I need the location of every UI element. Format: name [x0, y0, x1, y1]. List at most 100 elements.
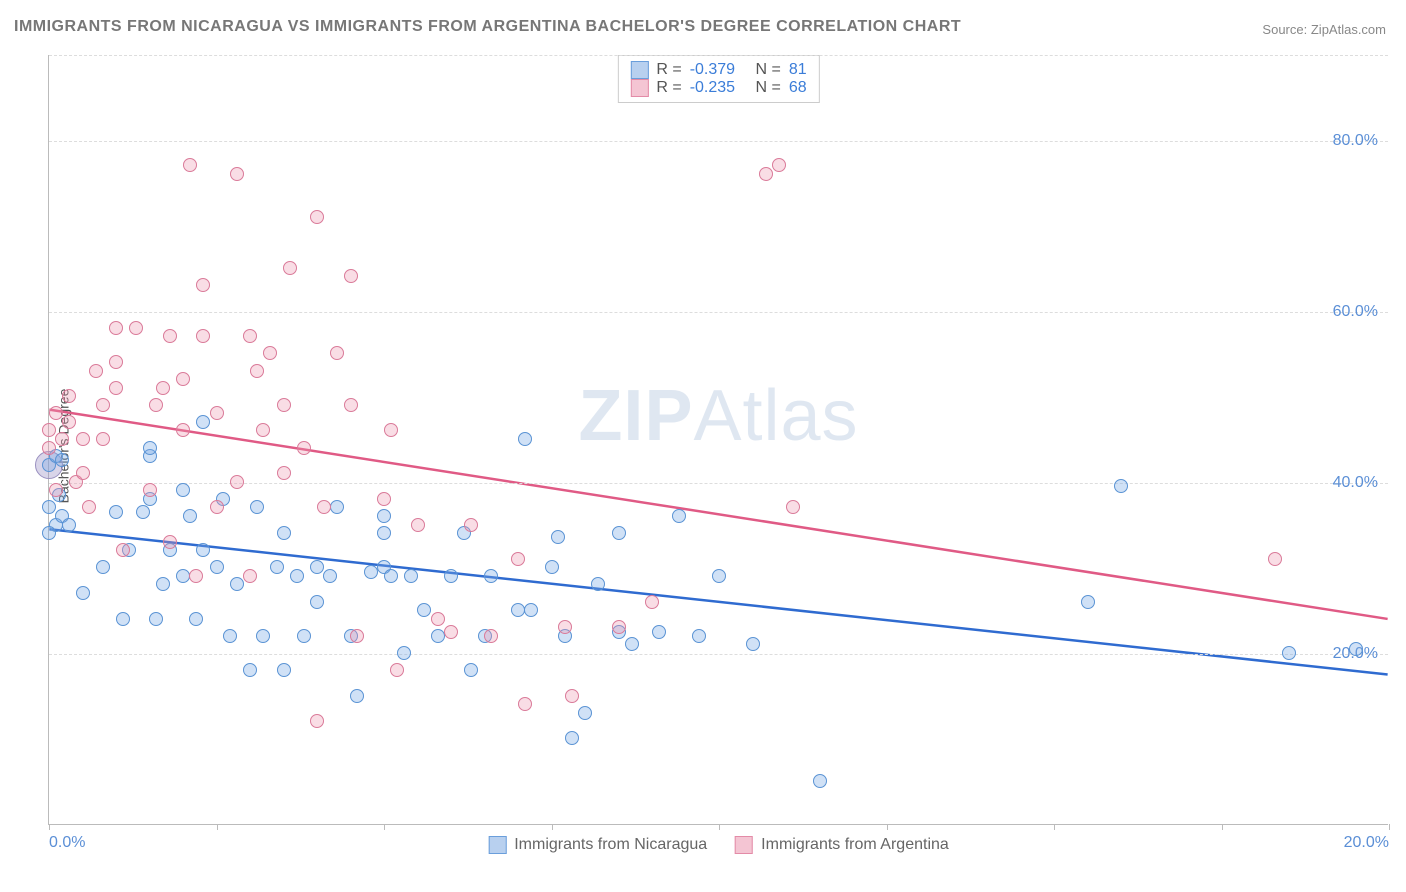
gridline — [49, 483, 1388, 484]
scatter-point-nicaragua — [223, 629, 237, 643]
scatter-point-argentina — [411, 518, 425, 532]
scatter-point-nicaragua — [746, 637, 760, 651]
scatter-point-argentina — [230, 167, 244, 181]
scatter-point-argentina — [344, 269, 358, 283]
scatter-point-nicaragua — [196, 543, 210, 557]
scatter-point-nicaragua — [1114, 479, 1128, 493]
scatter-point-argentina — [109, 355, 123, 369]
legend-item-nicaragua: Immigrants from Nicaragua — [488, 836, 707, 854]
scatter-point-nicaragua — [156, 577, 170, 591]
scatter-point-nicaragua — [404, 569, 418, 583]
scatter-point-argentina — [390, 663, 404, 677]
scatter-point-nicaragua — [364, 565, 378, 579]
scatter-point-nicaragua — [1349, 642, 1363, 656]
scatter-point-nicaragua — [612, 526, 626, 540]
scatter-point-argentina — [310, 210, 324, 224]
stats-legend-box: R = -0.379 N = 81 R = -0.235 N = 68 — [617, 55, 819, 103]
scatter-point-nicaragua — [377, 509, 391, 523]
scatter-point-argentina — [196, 329, 210, 343]
x-tick — [719, 824, 720, 830]
scatter-point-argentina — [1268, 552, 1282, 566]
scatter-point-argentina — [464, 518, 478, 532]
scatter-point-nicaragua — [290, 569, 304, 583]
scatter-point-nicaragua — [417, 603, 431, 617]
scatter-point-argentina — [310, 714, 324, 728]
scatter-point-nicaragua — [62, 518, 76, 532]
scatter-point-argentina — [89, 364, 103, 378]
scatter-point-nicaragua — [350, 689, 364, 703]
scatter-point-argentina — [163, 535, 177, 549]
scatter-point-nicaragua — [518, 432, 532, 446]
trend-line-argentina — [49, 410, 1387, 619]
scatter-point-nicaragua — [377, 526, 391, 540]
scatter-point-argentina — [511, 552, 525, 566]
plot-area: ZIPAtlas R = -0.379 N = 81 R = -0.235 N … — [48, 55, 1388, 825]
scatter-point-nicaragua — [330, 500, 344, 514]
scatter-point-nicaragua — [176, 569, 190, 583]
scatter-point-nicaragua — [672, 509, 686, 523]
scatter-point-nicaragua — [1282, 646, 1296, 660]
scatter-point-argentina — [62, 389, 76, 403]
scatter-point-argentina — [129, 321, 143, 335]
scatter-point-argentina — [49, 406, 63, 420]
scatter-point-argentina — [176, 423, 190, 437]
scatter-point-argentina — [250, 364, 264, 378]
x-tick — [1222, 824, 1223, 830]
scatter-point-nicaragua — [712, 569, 726, 583]
scatter-point-argentina — [384, 423, 398, 437]
scatter-point-argentina — [518, 697, 532, 711]
scatter-point-nicaragua — [431, 629, 445, 643]
source-label: Source: — [1262, 22, 1307, 37]
scatter-point-argentina — [49, 483, 63, 497]
legend-swatch-nicaragua — [488, 836, 506, 854]
scatter-point-nicaragua — [652, 625, 666, 639]
scatter-point-argentina — [183, 158, 197, 172]
scatter-point-nicaragua — [545, 560, 559, 574]
scatter-point-nicaragua — [250, 500, 264, 514]
x-tick — [384, 824, 385, 830]
scatter-point-argentina — [256, 423, 270, 437]
scatter-point-nicaragua — [230, 577, 244, 591]
scatter-point-nicaragua — [189, 612, 203, 626]
scatter-point-argentina — [96, 398, 110, 412]
scatter-point-nicaragua — [1081, 595, 1095, 609]
scatter-point-nicaragua — [524, 603, 538, 617]
scatter-point-argentina — [62, 415, 76, 429]
scatter-point-nicaragua — [565, 731, 579, 745]
scatter-point-nicaragua — [143, 441, 157, 455]
scatter-point-argentina — [143, 483, 157, 497]
y-tick-label: 60.0% — [1333, 303, 1378, 321]
y-tick-label: 80.0% — [1333, 132, 1378, 150]
scatter-point-argentina — [96, 432, 110, 446]
scatter-point-argentina — [484, 629, 498, 643]
swatch-argentina — [630, 79, 648, 97]
scatter-point-nicaragua — [270, 560, 284, 574]
scatter-point-argentina — [772, 158, 786, 172]
scatter-point-argentina — [230, 475, 244, 489]
scatter-point-nicaragua — [176, 483, 190, 497]
scatter-point-nicaragua — [484, 569, 498, 583]
scatter-point-nicaragua — [297, 629, 311, 643]
scatter-point-nicaragua — [444, 569, 458, 583]
scatter-point-argentina — [759, 167, 773, 181]
scatter-point-nicaragua — [183, 509, 197, 523]
scatter-point-nicaragua — [397, 646, 411, 660]
legend-swatch-argentina — [735, 836, 753, 854]
source-link[interactable]: ZipAtlas.com — [1311, 22, 1386, 37]
scatter-point-argentina — [558, 620, 572, 634]
legend-item-argentina: Immigrants from Argentina — [735, 836, 949, 854]
scatter-point-argentina — [42, 441, 56, 455]
scatter-point-argentina — [42, 423, 56, 437]
scatter-point-argentina — [116, 543, 130, 557]
scatter-point-nicaragua — [323, 569, 337, 583]
scatter-point-nicaragua — [464, 663, 478, 677]
scatter-point-nicaragua — [42, 500, 56, 514]
scatter-point-argentina — [82, 500, 96, 514]
scatter-point-nicaragua — [55, 453, 69, 467]
scatter-point-argentina — [297, 441, 311, 455]
gridline — [49, 654, 1388, 655]
scatter-point-argentina — [612, 620, 626, 634]
scatter-point-argentina — [210, 500, 224, 514]
scatter-point-nicaragua — [813, 774, 827, 788]
x-tick — [552, 824, 553, 830]
